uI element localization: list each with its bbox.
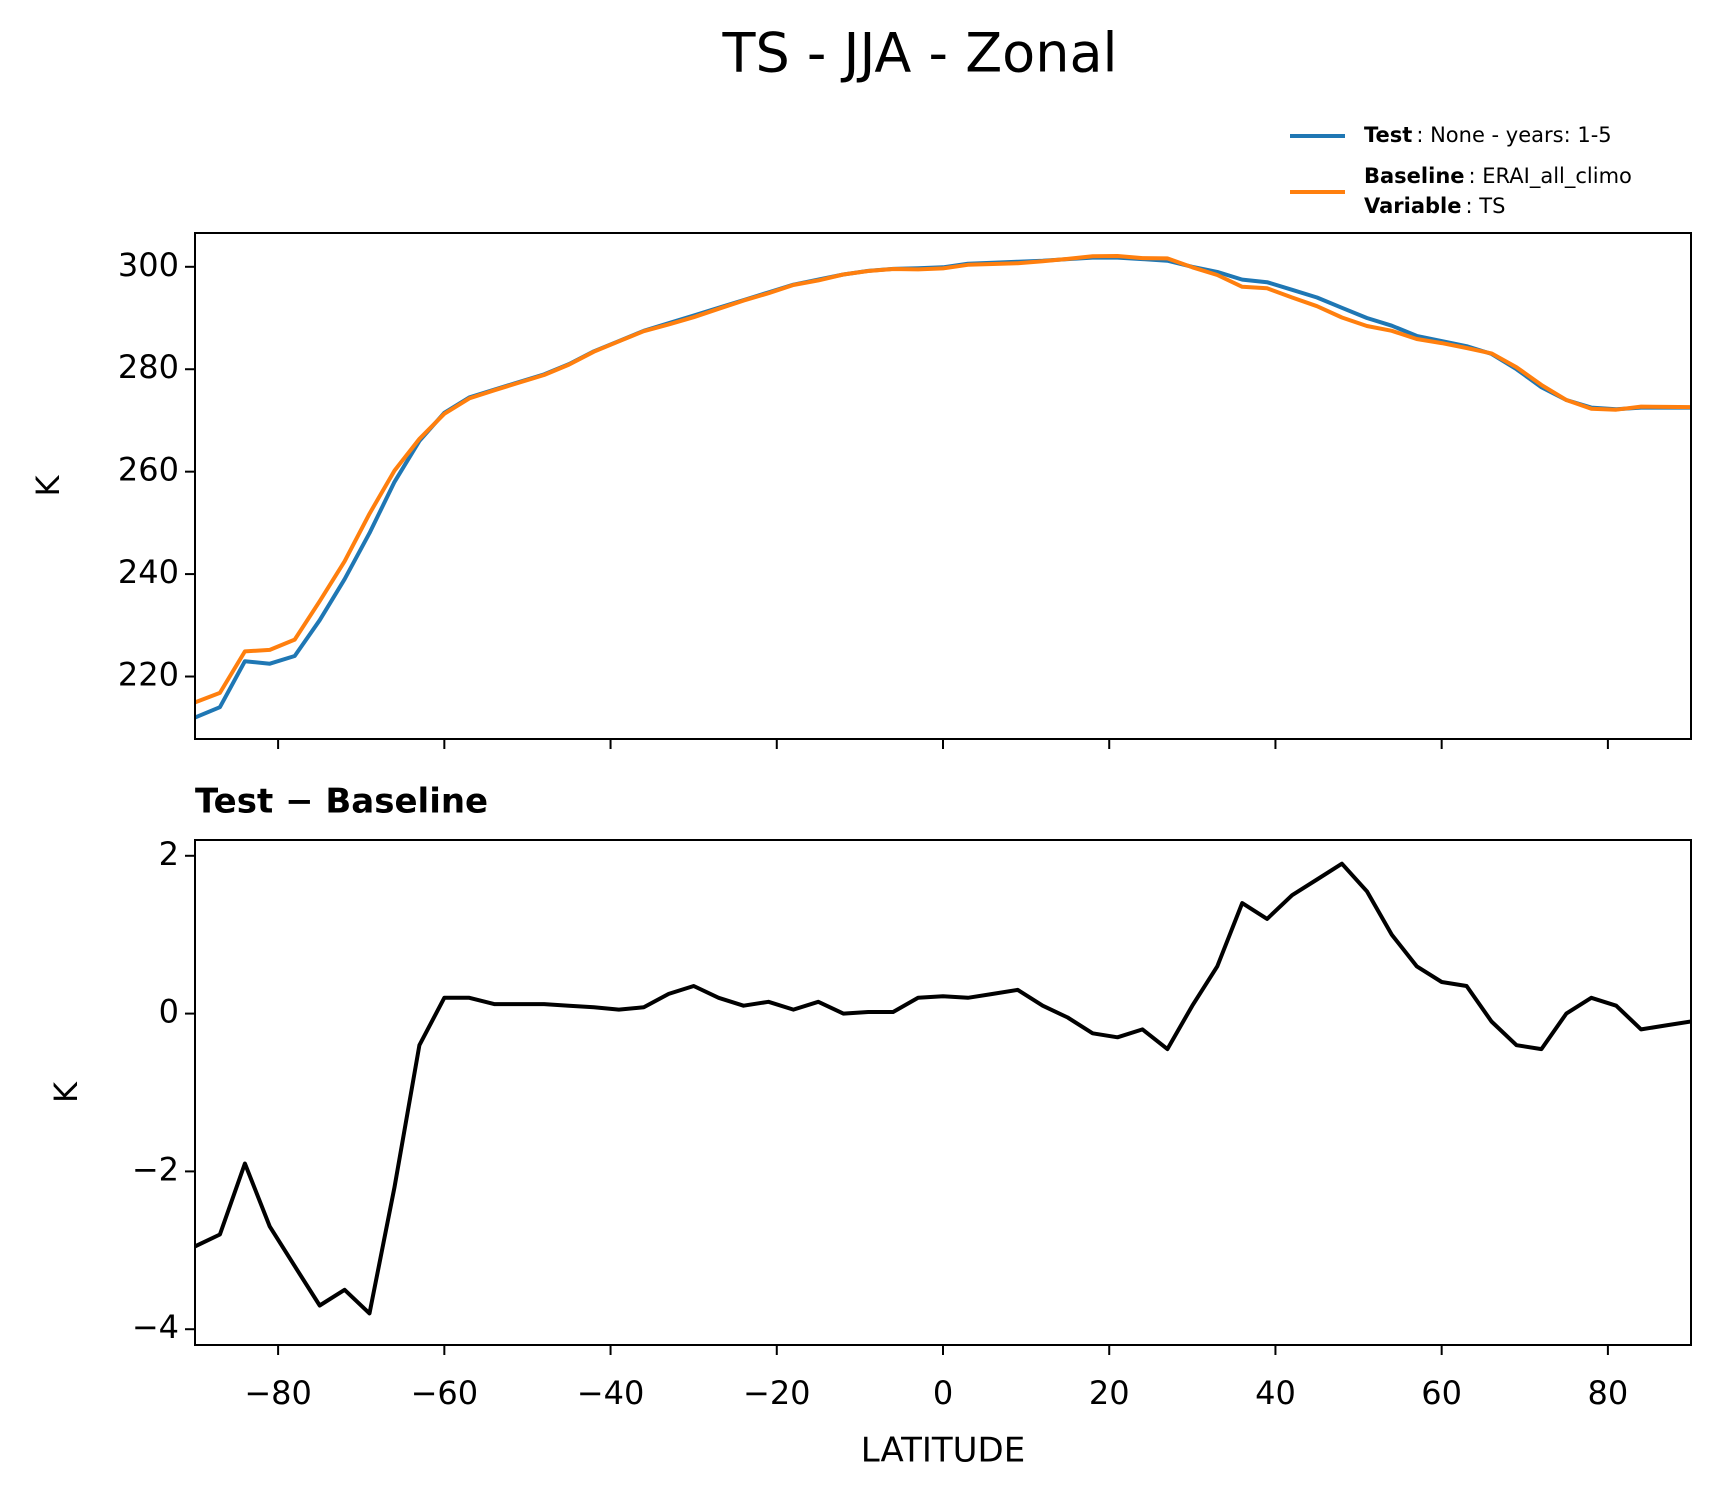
- plot-frame: [194, 232, 1692, 740]
- series-line: [195, 254, 1691, 705]
- y-tick-label: 2: [159, 835, 179, 873]
- legend-text: Variable: TS: [1364, 194, 1505, 218]
- series-line: [195, 861, 1691, 1316]
- y-tick-label: 0: [159, 993, 179, 1031]
- y-tick-label: 260: [118, 451, 179, 489]
- x-tick-label: −20: [743, 1374, 811, 1412]
- y-tick-label: 280: [118, 348, 179, 386]
- y-tick-label: −2: [132, 1150, 179, 1188]
- y-axis-label: K: [47, 1081, 85, 1103]
- y-axis-label: K: [29, 474, 67, 496]
- legend-key: Variable: [1364, 194, 1461, 218]
- legend-text: Baseline: ERAI_all_climo: [1364, 164, 1632, 189]
- subtitle: Test − Baseline: [195, 782, 488, 822]
- x-tick-label: −60: [411, 1374, 479, 1412]
- x-tick-label: 60: [1421, 1374, 1462, 1412]
- series-line: [195, 255, 1691, 720]
- x-tick-label: −80: [244, 1374, 312, 1412]
- figure-title: TS - JJA - Zonal: [721, 22, 1117, 85]
- y-tick-label: 240: [118, 553, 179, 591]
- x-tick-label: 0: [933, 1374, 953, 1412]
- y-tick-label: 220: [118, 656, 179, 694]
- plot-frame: [194, 839, 1692, 1346]
- legend-detail: : TS: [1465, 194, 1505, 218]
- x-tick-label: 80: [1588, 1374, 1629, 1412]
- x-tick-label: 20: [1089, 1374, 1130, 1412]
- x-axis-label: LATITUDE: [861, 1431, 1025, 1471]
- x-tick-label: −40: [577, 1374, 645, 1412]
- legend-key: Baseline: [1364, 164, 1465, 188]
- legend-detail: : ERAI_all_climo: [1469, 164, 1632, 189]
- legend-key: Test: [1364, 123, 1412, 147]
- legend-detail: : None - years: 1-5: [1416, 123, 1611, 147]
- y-tick-label: −4: [132, 1308, 179, 1346]
- x-tick-label: 40: [1255, 1374, 1296, 1412]
- legend-text: Test: None - years: 1-5: [1364, 123, 1612, 147]
- y-tick-label: 300: [118, 246, 179, 284]
